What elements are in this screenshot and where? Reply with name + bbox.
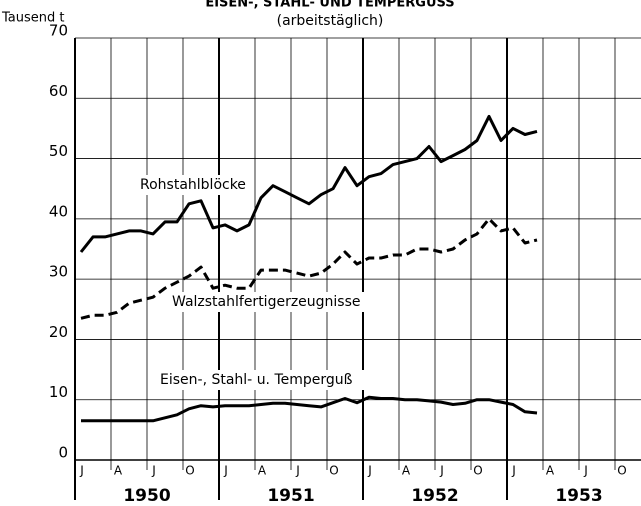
- x-tick-label: A: [258, 464, 267, 478]
- x-tick-label: O: [473, 464, 482, 478]
- y-tick-label: 0: [58, 444, 68, 462]
- x-tick-label: J: [79, 464, 84, 478]
- chart-title: EISEN-, STAHL- UND TEMPERGUSS: [205, 0, 454, 11]
- series-label: Eisen-, Stahl- u. Temperguß: [160, 372, 353, 388]
- series-label: Rohstahlblöcke: [140, 177, 246, 193]
- x-group-label: 1950: [123, 486, 170, 506]
- series-label: Walzstahlfertigerzeugnisse: [172, 294, 361, 310]
- x-tick-label: J: [511, 464, 516, 478]
- y-tick-label: 30: [49, 263, 68, 281]
- x-tick-label: O: [185, 464, 194, 478]
- data-line: [80, 217, 538, 320]
- x-tick-label: A: [114, 464, 123, 478]
- label-bg: [170, 292, 384, 312]
- label-bg: [158, 370, 380, 390]
- y-tick-label: 40: [49, 202, 68, 220]
- x-tick-label: J: [367, 464, 372, 478]
- x-group-label: 1952: [411, 486, 458, 506]
- y-tick-label: 70: [49, 22, 68, 40]
- y-axis-label: Tausend t: [1, 11, 65, 26]
- y-tick-label: 10: [49, 383, 68, 401]
- y-tick-label: 20: [49, 323, 68, 341]
- data-line: [79, 114, 538, 253]
- x-tick-label: J: [295, 464, 300, 478]
- x-tick-label: J: [223, 464, 228, 478]
- x-tick-label: O: [617, 464, 626, 478]
- y-tick-label: 50: [49, 142, 68, 160]
- x-group-label: 1953: [555, 486, 602, 506]
- chart-subtitle: (arbeitstäglich): [277, 13, 384, 29]
- label-bg: [138, 175, 253, 195]
- x-tick-label: A: [546, 464, 555, 478]
- data-line: [81, 395, 538, 423]
- y-tick-label: 60: [49, 82, 68, 100]
- x-tick-label: J: [583, 464, 588, 478]
- x-group-label: 1951: [267, 486, 314, 506]
- x-tick-label: O: [329, 464, 338, 478]
- x-tick-label: A: [402, 464, 411, 478]
- x-tick-label: J: [439, 464, 444, 478]
- x-tick-label: J: [151, 464, 156, 478]
